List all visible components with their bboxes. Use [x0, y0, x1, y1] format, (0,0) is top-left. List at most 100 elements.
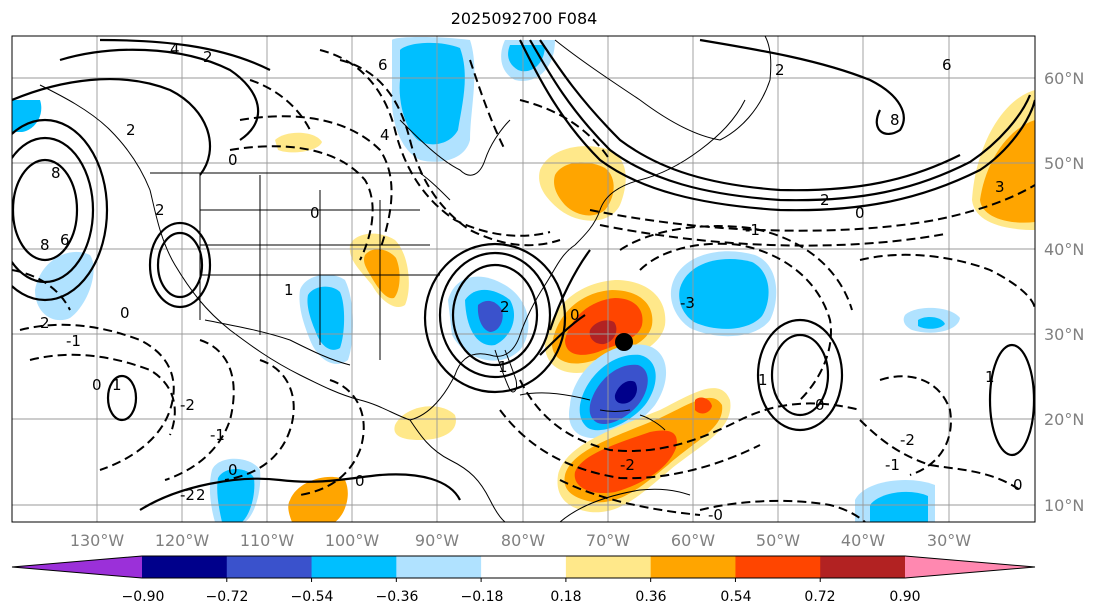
contour-label: 2: [775, 61, 785, 79]
colorbar-segment: [650, 556, 736, 578]
contour-label: 1: [758, 371, 768, 389]
contour-label: -1: [745, 221, 760, 239]
lat-label: 20°N: [1044, 410, 1084, 429]
contour-label: -1: [66, 332, 81, 350]
lon-label: 120°W: [155, 531, 210, 550]
storm-center-marker: [615, 333, 633, 351]
border-states: [199, 175, 440, 360]
contour-label: -1: [885, 456, 900, 474]
colorbar-segment: [735, 556, 821, 578]
colorbar-tick-label: −0.54: [291, 589, 334, 605]
lon-label: 40°W: [841, 531, 885, 550]
contour-label: 4: [380, 126, 390, 144]
contour-label: 1: [985, 368, 995, 386]
contour-label: 8: [890, 111, 900, 129]
contour-label: -2: [180, 396, 195, 414]
colorbar-extend-min: [12, 556, 142, 578]
colorbar-tick-label: 0.90: [889, 589, 920, 605]
contour-label: 6: [378, 56, 388, 74]
contour-label: 0: [228, 151, 238, 169]
contour-label: -2: [900, 431, 915, 449]
border-us-mex: [204, 319, 351, 366]
contours-negative: [12, 49, 1035, 522]
shade-ne-pos2: [554, 162, 614, 216]
contour-label: -2: [620, 456, 635, 474]
colorbar-tick-label: 0.54: [720, 589, 751, 605]
colorbar-tick-label: 0.18: [550, 589, 581, 605]
coast-west-na: [39, 84, 411, 421]
lat-label: 50°N: [1044, 154, 1084, 173]
shade-car-pos4: [695, 397, 712, 414]
contour-label: 0: [570, 306, 580, 324]
contour-label: 0: [120, 304, 130, 322]
colorbar-segment: [226, 556, 313, 578]
coast-east-na: [574, 99, 746, 246]
contour-label: 0: [855, 204, 865, 222]
border-us-can: [150, 172, 451, 201]
coast-florida: [494, 349, 517, 393]
lon-label: 50°W: [756, 531, 800, 550]
shade-atl-neg4: [614, 380, 638, 404]
shade-se-neg2: [870, 491, 928, 522]
shade-can-neg2: [399, 42, 465, 145]
colorbar-segment: [565, 556, 652, 578]
contour-label: -1: [210, 426, 225, 444]
contour-label: 1: [284, 281, 294, 299]
map-frame: [11, 35, 1036, 523]
contour-label: 8: [40, 236, 50, 254]
contour-label: -2: [180, 486, 195, 504]
shade-gl-pos2: [363, 249, 400, 299]
colorbar-segment: [481, 556, 567, 578]
latitude-labels: 60°N 50°N 40°N 30°N 20°N 10°N: [1044, 69, 1084, 515]
shade-se-us-neg3: [477, 300, 503, 332]
lon-label: 130°W: [70, 531, 125, 550]
lat-label: 60°N: [1044, 69, 1084, 88]
contour-label: 0: [355, 472, 365, 490]
shade-mex-pos: [394, 406, 456, 440]
colorbar-tick-labels: −0.90 −0.72 −0.54 −0.36 −0.18 0.18 0.36 …: [122, 589, 921, 605]
lat-label: 30°N: [1044, 325, 1084, 344]
lon-label: 100°W: [325, 531, 380, 550]
contour-label: 2: [820, 191, 830, 209]
contour-label: 6: [942, 56, 952, 74]
colorbar: [11, 555, 1036, 582]
shade-pnw-neg: [35, 251, 94, 321]
contour-label: 1: [112, 376, 122, 394]
lat-lon-grid: [12, 36, 1035, 522]
coast-greenland: [554, 36, 772, 141]
contour-label: 0: [815, 396, 825, 414]
shade-s-neg2: [217, 469, 255, 522]
shade-atl2-neg2: [918, 316, 945, 329]
colorbar-segment: [396, 556, 482, 578]
longitude-labels: 130°W 120°W 110°W 100°W 90°W 80°W 70°W 6…: [70, 531, 971, 550]
contour-label: 2: [196, 486, 206, 504]
colorbar-segment: [142, 556, 228, 578]
lon-label: 90°W: [415, 531, 459, 550]
contour-label: 0: [228, 461, 238, 479]
colorbar-outline: [11, 555, 1036, 579]
contour-label: 0: [1013, 476, 1023, 494]
contour-low-pac: [12, 158, 79, 262]
contour-label: 2: [203, 48, 213, 66]
contour-label: -0: [708, 506, 723, 524]
shade-atl-pos4: [589, 320, 617, 345]
lat-label: 10°N: [1044, 496, 1084, 515]
coast-hudson: [399, 119, 511, 176]
colorbar-tick-label: 0.72: [804, 589, 835, 605]
lon-label: 70°W: [586, 531, 630, 550]
contour-label: 2: [126, 121, 136, 139]
contour-label: 0: [92, 376, 102, 394]
coast-central-am: [409, 419, 506, 522]
lon-label: 60°W: [671, 531, 715, 550]
contour-label: 0: [310, 204, 320, 222]
contour-label: 3: [995, 178, 1005, 196]
contour-low-se: [451, 263, 539, 367]
contour-label: 1: [498, 358, 508, 376]
shade-s-pos: [288, 476, 348, 522]
contour-high-catl: [770, 333, 830, 417]
lat-label: 40°N: [1044, 240, 1084, 259]
colorbar-tick-label: −0.36: [376, 589, 419, 605]
contour-label: -3: [680, 294, 695, 312]
anomaly-shading: [12, 37, 1035, 522]
